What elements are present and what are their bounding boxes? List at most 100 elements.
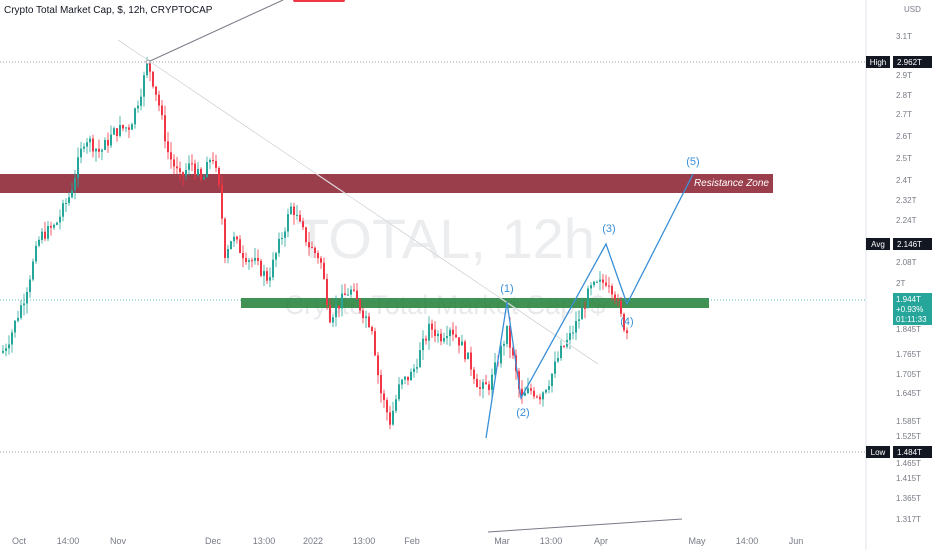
candle-body bbox=[293, 206, 295, 215]
candle-body bbox=[425, 338, 427, 341]
candle-body bbox=[14, 320, 16, 333]
candle-body bbox=[362, 310, 364, 318]
time-tick: May bbox=[688, 536, 706, 546]
zone-group: Resistance Zone bbox=[0, 174, 773, 308]
candle-body bbox=[227, 249, 229, 258]
candle-body bbox=[98, 148, 100, 152]
candle-body bbox=[476, 378, 478, 388]
candle-body bbox=[182, 172, 184, 176]
candle-body bbox=[623, 313, 625, 331]
price-tick: 2.24T bbox=[896, 216, 917, 225]
candle-body bbox=[488, 384, 490, 390]
descending-trend-line-outline bbox=[117, 39, 599, 365]
candle-body bbox=[170, 152, 172, 160]
candle-body bbox=[278, 238, 280, 254]
time-tick: 13:00 bbox=[353, 536, 376, 546]
time-tick: 14:00 bbox=[736, 536, 759, 546]
avg-tag-box bbox=[866, 238, 890, 250]
current-price-change: +0.93% bbox=[896, 305, 923, 314]
price-tick: 2.5T bbox=[896, 154, 912, 163]
candle-body bbox=[284, 231, 286, 238]
candle-body bbox=[464, 341, 466, 360]
candle-body bbox=[26, 292, 28, 304]
candle-body bbox=[542, 392, 544, 400]
time-tick: Nov bbox=[110, 536, 127, 546]
candle-body bbox=[494, 362, 496, 375]
candle-body bbox=[302, 221, 304, 228]
candle-body bbox=[116, 128, 118, 136]
candle-body bbox=[389, 412, 391, 425]
time-axis[interactable]: Oct 14:00 Nov Dec 13:00 2022 13:00 Feb Mar 13:00 A… bbox=[12, 536, 803, 546]
candle-body bbox=[539, 396, 541, 400]
trend-line-from-top bbox=[147, 0, 284, 63]
candle-body bbox=[209, 160, 211, 162]
candle-body bbox=[17, 317, 19, 321]
candle-body bbox=[107, 140, 109, 146]
candle-body bbox=[569, 333, 571, 340]
candle-body bbox=[536, 396, 538, 398]
price-tick: 2.8T bbox=[896, 91, 912, 100]
time-tick: 2022 bbox=[303, 536, 323, 546]
candle-body bbox=[575, 321, 577, 333]
candle-body bbox=[215, 161, 217, 168]
candle-body bbox=[608, 285, 610, 287]
candle-body bbox=[434, 329, 436, 336]
candle-body bbox=[356, 290, 358, 300]
candle-body bbox=[254, 258, 256, 261]
candle-body bbox=[452, 329, 454, 335]
price-tick: 1.585T bbox=[896, 417, 921, 426]
candle-body bbox=[344, 293, 346, 296]
candle-body bbox=[251, 260, 253, 262]
candle-body bbox=[191, 163, 193, 165]
candle-body bbox=[419, 350, 421, 367]
price-tick: 1.317T bbox=[896, 515, 921, 524]
candle-body bbox=[275, 253, 277, 260]
price-tick: 2.9T bbox=[896, 71, 912, 80]
candle-body bbox=[35, 245, 37, 262]
candle-body bbox=[203, 177, 205, 180]
candle-body bbox=[59, 216, 61, 223]
price-tick: 2.7T bbox=[896, 110, 912, 119]
candle-body bbox=[500, 345, 502, 364]
high-tag-box bbox=[866, 56, 890, 68]
candle-body bbox=[338, 305, 340, 309]
resistance-zone-label: Resistance Zone bbox=[694, 178, 769, 189]
candle-body bbox=[137, 105, 139, 109]
candle-body bbox=[23, 303, 25, 306]
candle-body bbox=[557, 358, 559, 362]
candle-body bbox=[236, 236, 238, 240]
candle-body bbox=[578, 319, 580, 321]
candle-body bbox=[443, 338, 445, 342]
candle-body bbox=[428, 323, 430, 341]
candle-body bbox=[374, 331, 376, 356]
candle-body bbox=[503, 344, 505, 346]
price-tick: 1.415T bbox=[896, 474, 921, 483]
candle-body bbox=[122, 125, 124, 129]
candle-body bbox=[77, 157, 79, 179]
candle-body bbox=[326, 278, 328, 305]
candle-body bbox=[134, 108, 136, 125]
candle-body bbox=[455, 334, 457, 338]
candle-body bbox=[272, 259, 274, 278]
time-ticks: Oct 14:00 Nov Dec 13:00 2022 13:00 Feb Mar 13:00 A… bbox=[12, 536, 803, 546]
time-tick: Mar bbox=[494, 536, 510, 546]
candle-body bbox=[101, 149, 103, 152]
candle-body bbox=[86, 142, 88, 147]
candle-body bbox=[230, 241, 232, 249]
candle-body bbox=[5, 348, 7, 351]
candle-body bbox=[491, 374, 493, 390]
price-tick: 1.465T bbox=[896, 459, 921, 468]
candle-body bbox=[200, 169, 202, 180]
current-price-countdown: 01:11:33 bbox=[896, 315, 927, 324]
low-value: 1.484T bbox=[897, 448, 922, 457]
price-tick: 2.6T bbox=[896, 132, 912, 141]
candle-body bbox=[164, 115, 166, 142]
price-tick: 1.645T bbox=[896, 389, 921, 398]
candle-body bbox=[221, 184, 223, 219]
candle-body bbox=[584, 307, 586, 309]
candle-body bbox=[41, 231, 43, 240]
candle-body bbox=[347, 294, 349, 296]
candle-body bbox=[551, 373, 553, 387]
candle-body bbox=[446, 336, 448, 339]
